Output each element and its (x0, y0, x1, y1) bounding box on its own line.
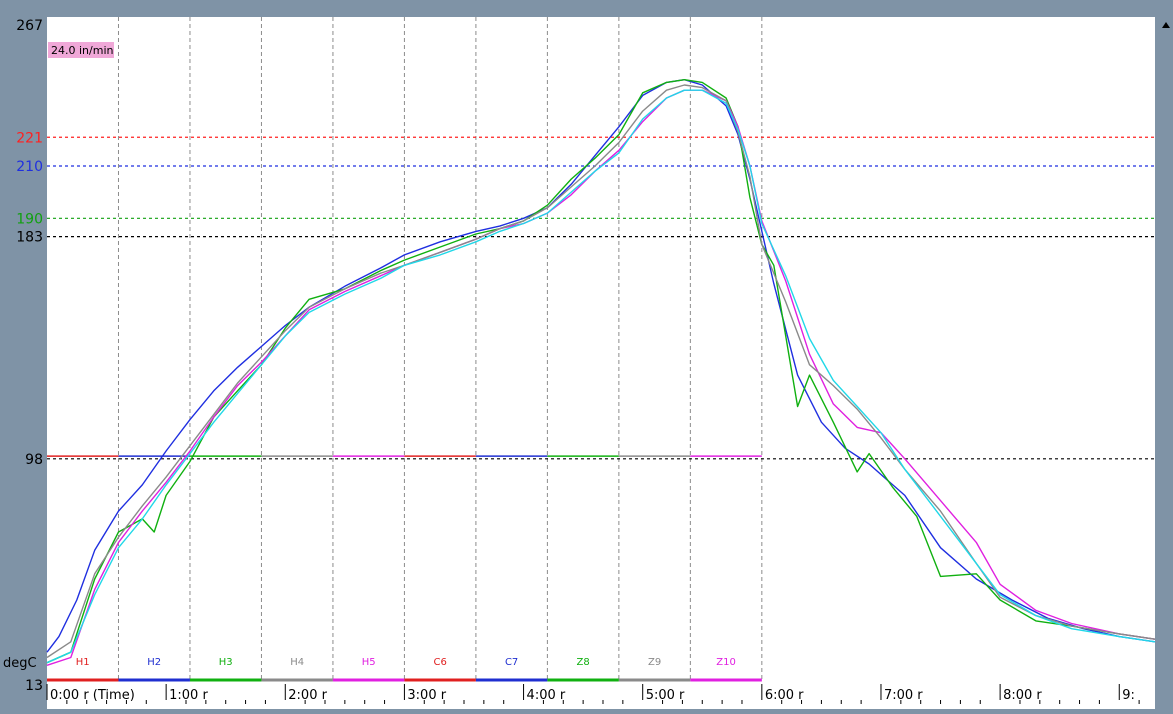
zone-label: Z9 (648, 657, 661, 668)
reference-label: 98 (25, 452, 43, 468)
y-axis: 267 13 (16, 18, 43, 694)
zone-label: Z8 (577, 657, 590, 668)
x-tick-label: 8:00 r (1003, 688, 1042, 703)
series-line-3 (46, 89, 1156, 666)
x-tick-label: 0:00 r (Time) (50, 688, 135, 703)
scroll-up-icon[interactable] (1162, 22, 1170, 28)
reference-label: 210 (16, 159, 43, 175)
x-tick-label: 3:00 r (407, 688, 446, 703)
x-axis-band (47, 682, 1155, 709)
series-line-5 (46, 89, 1156, 664)
plot-area (47, 17, 1155, 691)
speed-badge-bg (48, 42, 114, 58)
reference-label: 183 (16, 230, 43, 246)
zone-label: C7 (505, 657, 518, 668)
x-tick-label: 4:00 r (527, 688, 566, 703)
zone-label: H4 (290, 657, 304, 668)
x-tick-label: 2:00 r (288, 688, 327, 703)
reference-label: 221 (16, 130, 43, 146)
speed-badge-text: 24.0 in/min (51, 44, 113, 57)
zone-bar: H1 H2 H3 H4 H5 C6 C7 Z8 Z9 Z10 (47, 657, 762, 682)
zone-label: H3 (219, 657, 233, 668)
speed-badge: 24.0 in/min (48, 42, 114, 58)
zone-label: H5 (362, 657, 376, 668)
grid-lines (117, 17, 763, 681)
series-line-2 (46, 78, 1156, 664)
window-corner-arrow[interactable] (1162, 22, 1170, 28)
x-tick-label: 6:00 r (765, 688, 804, 703)
x-tick-label: 1:00 r (169, 688, 208, 703)
zone-label: Z10 (716, 657, 736, 668)
series-lines (46, 78, 1156, 666)
series-line-1 (46, 78, 1156, 653)
zone-label: H1 (76, 657, 90, 668)
y-axis-title: degC (3, 656, 37, 671)
y-axis-tick-label: 13 (25, 678, 43, 694)
zone-label: H2 (147, 657, 161, 668)
y-unit-label: degC (3, 656, 37, 671)
y-axis-tick-label: 267 (16, 18, 43, 34)
x-tick-label: 5:00 r (646, 688, 685, 703)
x-tick-label: 9: (1122, 688, 1135, 703)
zone-label: C6 (433, 657, 446, 668)
reference-label: 190 (16, 211, 43, 227)
x-tick-label: 7:00 r (884, 688, 923, 703)
x-axis: 0:00 r (Time) 1:00 r 2:00 r 3:00 r 4:00 r 5:0… (46, 682, 1155, 709)
